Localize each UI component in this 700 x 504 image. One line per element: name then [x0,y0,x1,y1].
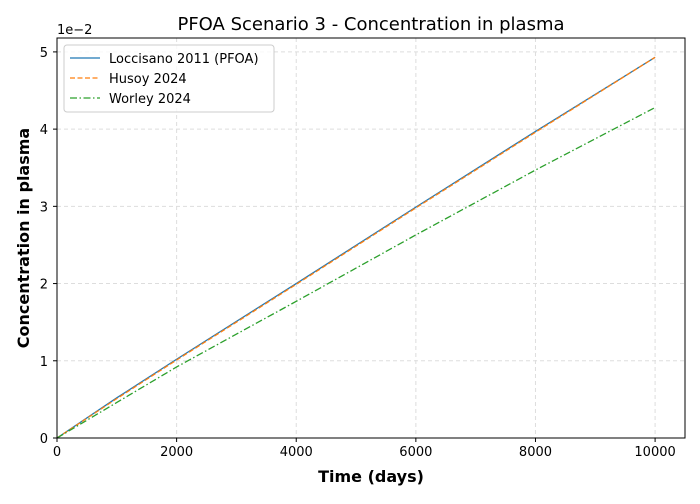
plot-frame [56,37,686,439]
y-axis-label: Concentration in plasma [14,128,33,348]
x-tick-label: 0 [53,445,61,460]
legend-label: Loccisano 2011 (PFOA) [109,52,259,67]
x-tick-label: 4000 [280,445,313,460]
legend: Loccisano 2011 (PFOA) Husoy 2024 Worley 20… [63,44,275,113]
legend-label: Husoy 2024 [109,72,187,87]
chart-title: PFOA Scenario 3 - Concentration in plasm… [177,14,564,35]
x-axis-label: Time (days) [318,467,424,486]
y-tick-label: 5 [40,46,48,61]
y-tick-label: 2 [40,278,48,293]
x-tick-label: 10000 [634,445,675,460]
series-line-2 [56,106,656,439]
x-tick-label: 6000 [399,445,432,460]
y-offset-label: 1e−2 [57,23,92,38]
y-tick-label: 1 [40,355,48,370]
legend-label: Worley 2024 [109,92,191,107]
y-tick-label: 4 [40,123,48,138]
series-line-1 [56,56,656,439]
y-tick-label: 0 [40,432,48,447]
series-line-0 [56,56,656,439]
y-tick-label: 3 [40,200,48,215]
x-tick-label: 8000 [519,445,552,460]
x-tick-label: 2000 [160,445,193,460]
